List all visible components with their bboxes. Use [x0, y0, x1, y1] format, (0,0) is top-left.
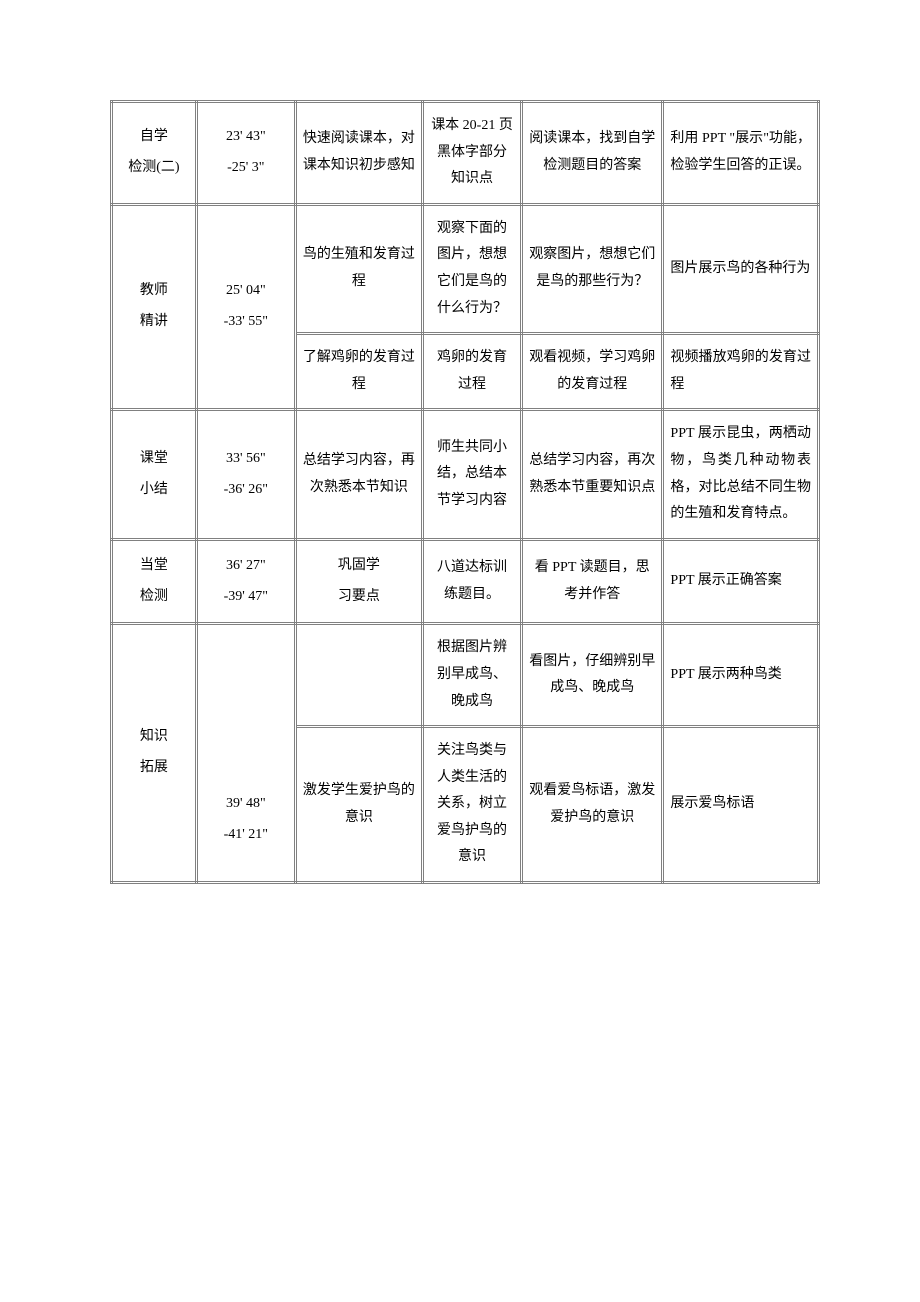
- goal-cell: 巩固学习要点: [295, 539, 422, 624]
- content-cell: 根据图片辨别早成鸟、晚成鸟: [423, 624, 522, 727]
- method-cell: PPT 展示正确答案: [663, 539, 819, 624]
- content-cell: 关注鸟类与人类生活的关系，树立爱鸟护鸟的意识: [423, 727, 522, 883]
- goal-cell: 激发学生爱护鸟的意识: [295, 727, 422, 883]
- activity-cell: 看图片，仔细辨别早成鸟、晚成鸟: [522, 624, 663, 727]
- time-cell: 33' 56"-36' 26": [196, 410, 295, 539]
- content-cell: 观察下面的图片，想想它们是鸟的什么行为？: [423, 204, 522, 333]
- method-cell: 视频播放鸡卵的发育过程: [663, 334, 819, 410]
- goal-cell: 快速阅读课本，对课本知识初步感知: [295, 102, 422, 205]
- goal-cell: 鸟的生殖和发育过程: [295, 204, 422, 333]
- goal-cell: 总结学习内容，再次熟悉本节知识: [295, 410, 422, 539]
- table-row: 教师精讲 25' 04"-33' 55" 鸟的生殖和发育过程 观察下面的图片，想…: [112, 204, 819, 333]
- content-cell: 鸡卵的发育过程: [423, 334, 522, 410]
- time-cell: 39' 48"-41' 21": [196, 624, 295, 883]
- table-row: 自学检测(二) 23' 43"-25' 3" 快速阅读课本，对课本知识初步感知 …: [112, 102, 819, 205]
- time-cell: 36' 27"-39' 47": [196, 539, 295, 624]
- activity-cell: 阅读课本，找到自学检测题目的答案: [522, 102, 663, 205]
- activity-cell: 看 PPT 读题目，思考并作答: [522, 539, 663, 624]
- content-cell: 八道达标训练题目。: [423, 539, 522, 624]
- section-cell: 教师精讲: [112, 204, 197, 410]
- content-cell: 师生共同小结，总结本节学习内容: [423, 410, 522, 539]
- activity-cell: 总结学习内容，再次熟悉本节重要知识点: [522, 410, 663, 539]
- lesson-plan-table: 自学检测(二) 23' 43"-25' 3" 快速阅读课本，对课本知识初步感知 …: [110, 100, 820, 884]
- table-row: 当堂检测 36' 27"-39' 47" 巩固学习要点 八道达标训练题目。 看 …: [112, 539, 819, 624]
- method-cell: 图片展示鸟的各种行为: [663, 204, 819, 333]
- activity-cell: 观看爱鸟标语，激发爱护鸟的意识: [522, 727, 663, 883]
- content-cell: 课本 20-21 页黑体字部分知识点: [423, 102, 522, 205]
- activity-cell: 观察图片，想想它们是鸟的那些行为？: [522, 204, 663, 333]
- time-cell: 25' 04"-33' 55": [196, 204, 295, 410]
- table-row: 课堂小结 33' 56"-36' 26" 总结学习内容，再次熟悉本节知识 师生共…: [112, 410, 819, 539]
- section-cell: 课堂小结: [112, 410, 197, 539]
- table-row: 知识拓展 39' 48"-41' 21" 根据图片辨别早成鸟、晚成鸟 看图片，仔…: [112, 624, 819, 727]
- section-cell: 知识拓展: [112, 624, 197, 883]
- method-cell: 利用 PPT "展示"功能，检验学生回答的正误。: [663, 102, 819, 205]
- time-cell: 23' 43"-25' 3": [196, 102, 295, 205]
- method-cell: PPT 展示两种鸟类: [663, 624, 819, 727]
- goal-cell: 了解鸡卵的发育过程: [295, 334, 422, 410]
- method-cell: PPT 展示昆虫，两栖动物，鸟类几种动物表格，对比总结不同生物的生殖和发育特点。: [663, 410, 819, 539]
- goal-cell: [295, 624, 422, 727]
- method-cell: 展示爱鸟标语: [663, 727, 819, 883]
- activity-cell: 观看视频，学习鸡卵的发育过程: [522, 334, 663, 410]
- section-cell: 自学检测(二): [112, 102, 197, 205]
- section-cell: 当堂检测: [112, 539, 197, 624]
